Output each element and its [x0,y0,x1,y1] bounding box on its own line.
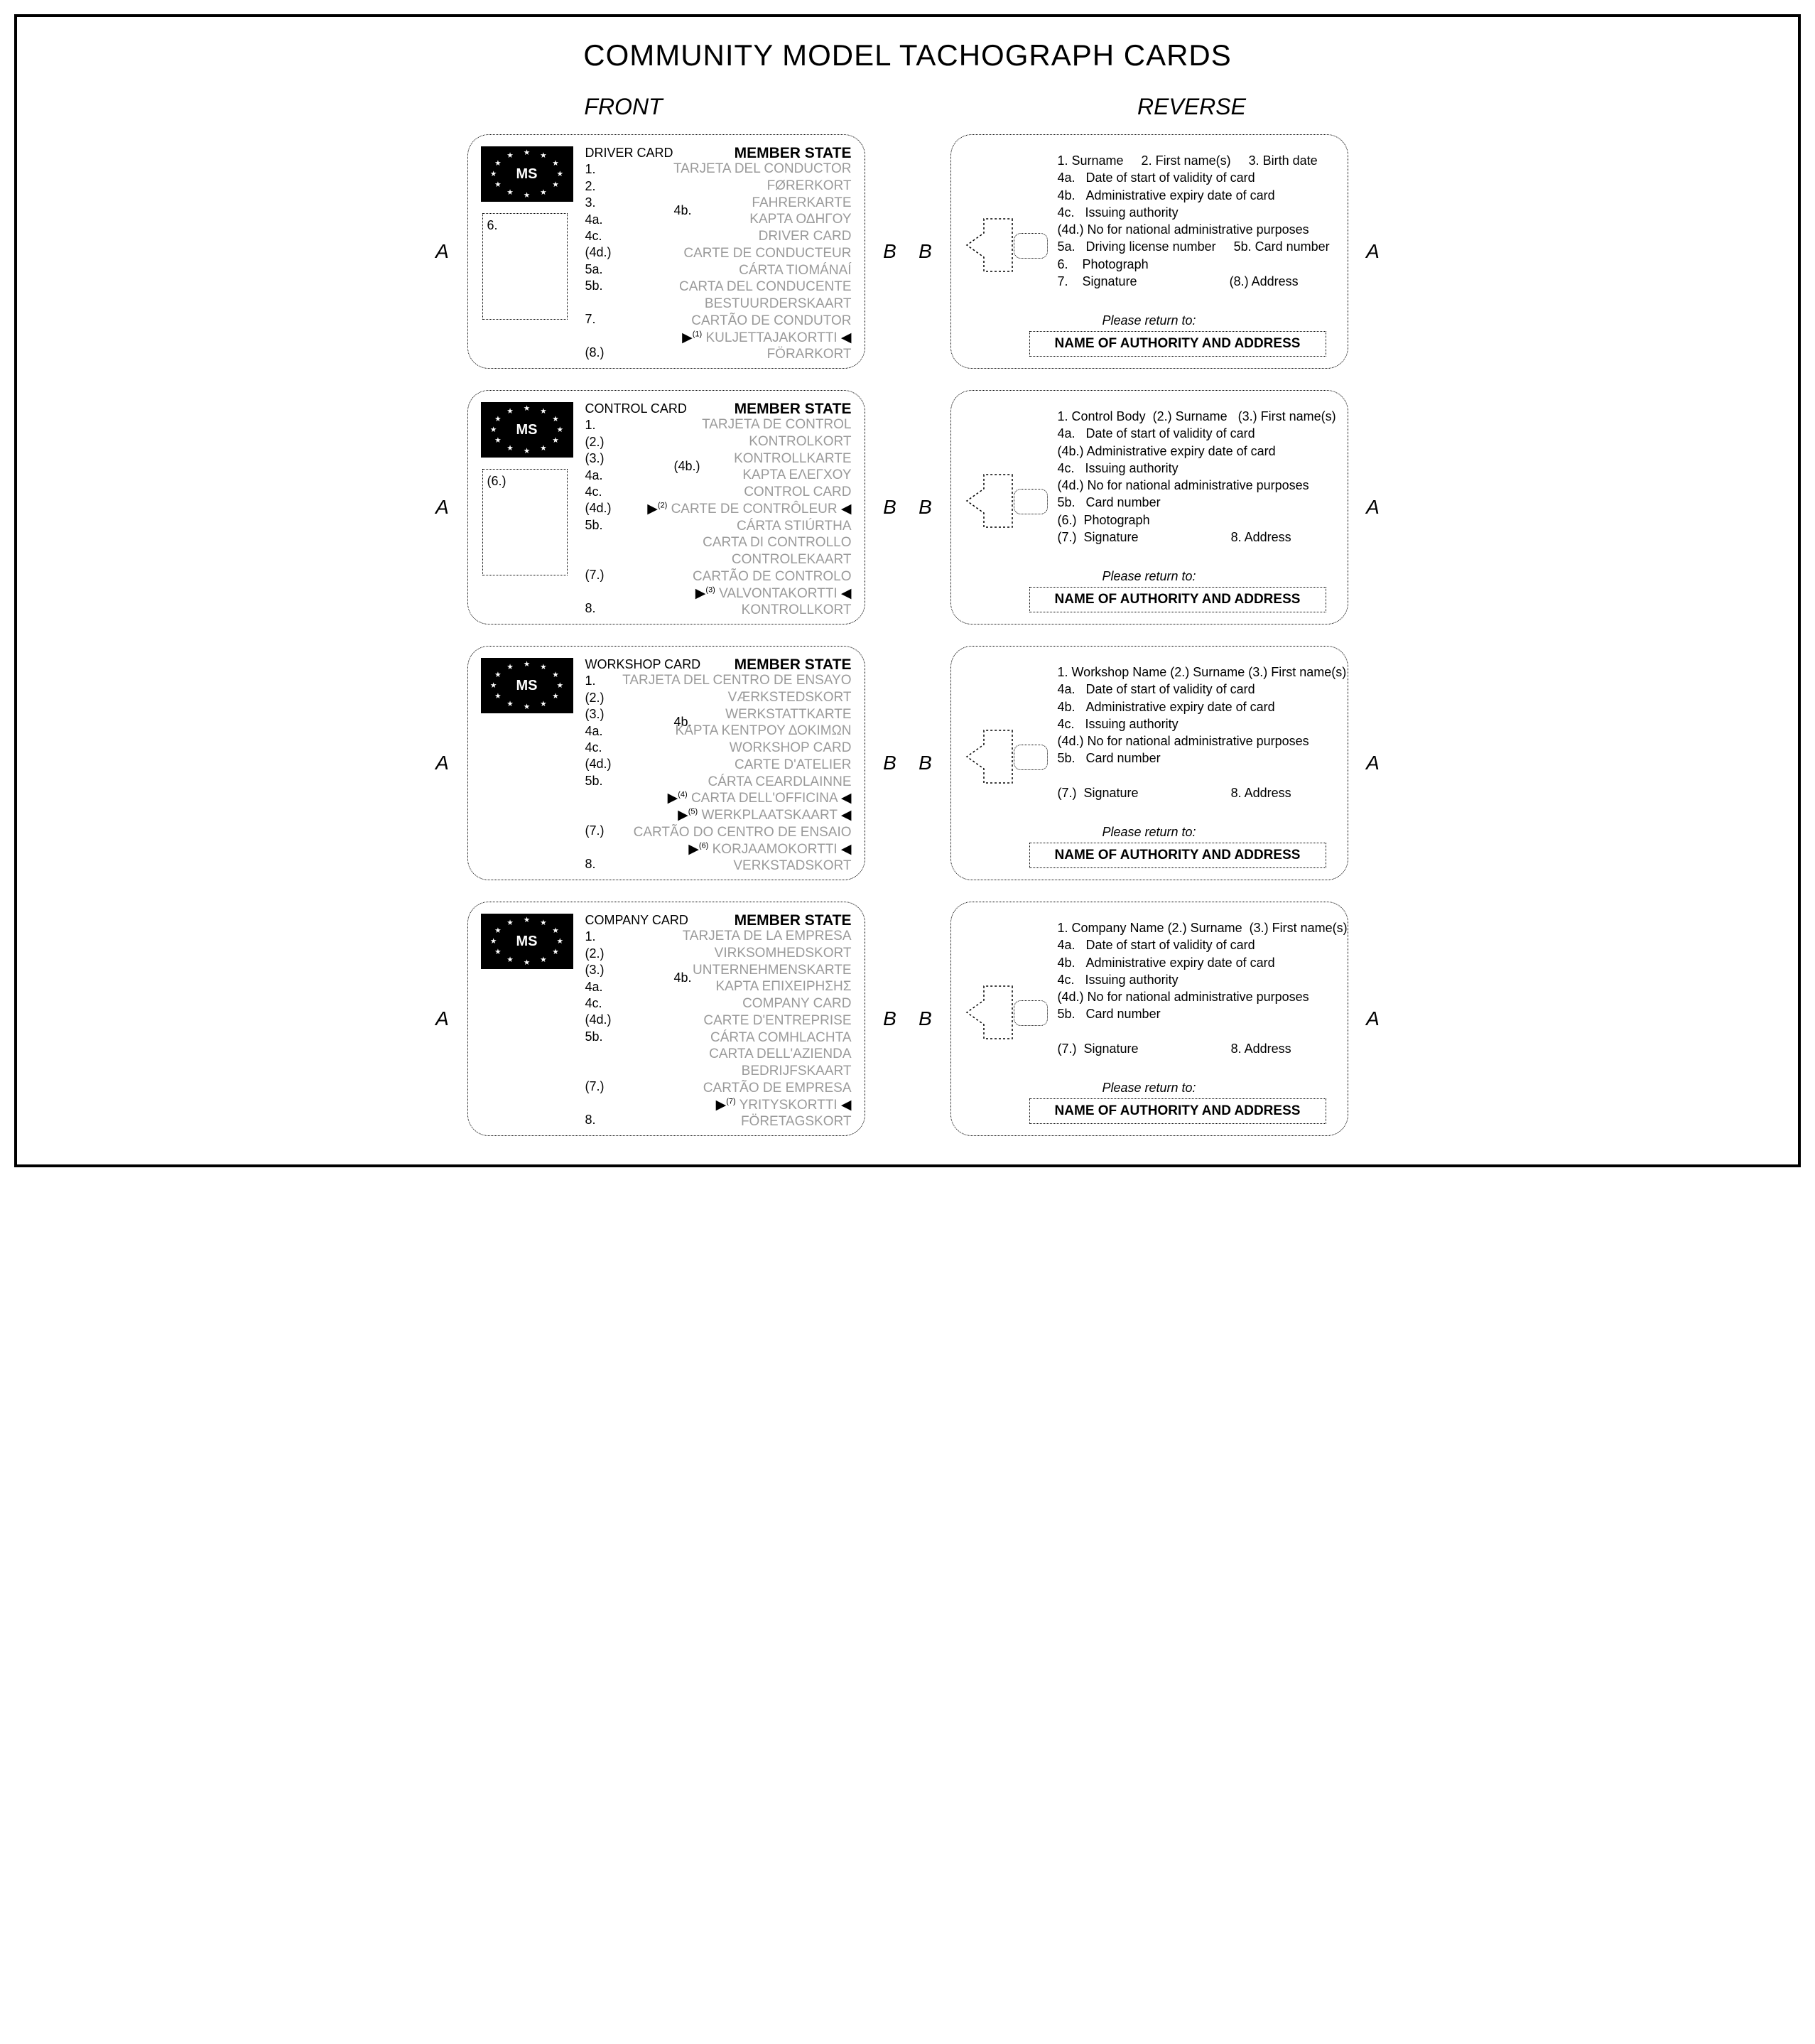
page: COMMUNITY MODEL TACHOGRAPH CARDS FRONT R… [14,14,1801,1167]
translations: TARJETA DEL CONDUCTORFØRERKORTFAHRERKART… [673,161,852,363]
card-row: A ★★★★★★★★★★★★ MS MEMBER STATE CONTROL C… [45,390,1770,624]
return-box: NAME OF AUTHORITY AND ADDRESS [1029,587,1326,612]
front-field-list: DRIVER CARD1.2.3.4a.4c.(4d.)5a.5b. 7. (8… [585,145,673,361]
member-state-label: MEMBER STATE [735,656,852,674]
member-state-label: MEMBER STATE [735,912,852,929]
front-field-list: COMPANY CARD1.(2.)(3.)4a.4c.(4d.)5b. (7.… [585,912,688,1128]
insert-arrow-icon [964,725,1014,792]
side-b-label: B [879,240,901,263]
side-b-label: B [879,496,901,519]
member-state-label: MEMBER STATE [735,401,852,418]
side-a-label: A [1362,240,1384,263]
return-box: NAME OF AUTHORITY AND ADDRESS [1029,1098,1326,1124]
side-b-label: B [915,752,936,774]
reverse-field-list: 1. Control Body (2.) Surname (3.) First … [1058,408,1335,546]
eu-flag: ★★★★★★★★★★★★ MS [481,402,573,458]
side-a-label: A [432,240,453,263]
member-state-label: MEMBER STATE [735,145,852,162]
chip-icon [1014,1000,1048,1026]
column-headers: FRONT REVERSE [45,94,1770,120]
translations: TARJETA DE LA EMPRESAVIRKSOMHEDSKORTUNTE… [683,928,852,1130]
reverse-field-list: 1. Workshop Name (2.) Surname (3.) First… [1058,664,1335,801]
translations: TARJETA DEL CENTRO DE ENSAYOVÆRKSTEDSKOR… [622,672,851,875]
side-b-label: B [915,240,936,263]
reverse-field-list: 1. Company Name (2.) Surname (3.) First … [1058,919,1335,1057]
insert-arrow-icon [964,469,1014,536]
return-box: NAME OF AUTHORITY AND ADDRESS [1029,843,1326,868]
photo-box: (6.) [482,469,568,575]
return-label: Please return to: [951,569,1348,584]
insert-arrow-icon [964,980,1014,1048]
return-label: Please return to: [951,825,1348,840]
card-reverse: 1. Company Name (2.) Surname (3.) First … [950,902,1348,1136]
side-a-label: A [1362,1007,1384,1030]
reverse-field-list: 1. Surname 2. First name(s) 3. Birth dat… [1058,152,1335,290]
card-reverse: 1. Surname 2. First name(s) 3. Birth dat… [950,134,1348,369]
side-a-label: A [1362,496,1384,519]
return-label: Please return to: [951,313,1348,328]
return-label: Please return to: [951,1081,1348,1096]
main-title: COMMUNITY MODEL TACHOGRAPH CARDS [45,38,1770,72]
side-b-label: B [915,1007,936,1030]
card-front: ★★★★★★★★★★★★ MS MEMBER STATE COMPANY CAR… [467,902,865,1136]
eu-flag: ★★★★★★★★★★★★ MS [481,914,573,969]
card-reverse: 1. Control Body (2.) Surname (3.) First … [950,390,1348,624]
card-row: A ★★★★★★★★★★★★ MS MEMBER STATE DRIVER CA… [45,134,1770,369]
side-a-label: A [432,752,453,774]
eu-flag: ★★★★★★★★★★★★ MS [481,146,573,202]
side-b-label: B [915,496,936,519]
card-front: ★★★★★★★★★★★★ MS MEMBER STATE DRIVER CARD… [467,134,865,369]
reverse-header: REVERSE [993,94,1391,120]
card-front: ★★★★★★★★★★★★ MS MEMBER STATE WORKSHOP CA… [467,646,865,880]
translations: TARJETA DE CONTROLKONTROLKORTKONTROLLKAR… [647,416,851,619]
side-b-label: B [879,752,901,774]
eu-flag: ★★★★★★★★★★★★ MS [481,658,573,713]
chip-icon [1014,489,1048,514]
photo-box: 6. [482,213,568,320]
chip-icon [1014,745,1048,770]
cards-grid: A ★★★★★★★★★★★★ MS MEMBER STATE DRIVER CA… [45,134,1770,1136]
return-box: NAME OF AUTHORITY AND ADDRESS [1029,331,1326,357]
side-b-label: B [879,1007,901,1030]
side-a-label: A [432,1007,453,1030]
card-row: A ★★★★★★★★★★★★ MS MEMBER STATE COMPANY C… [45,902,1770,1136]
insert-arrow-icon [964,213,1014,281]
side-a-label: A [1362,752,1384,774]
chip-icon [1014,233,1048,259]
card-row: A ★★★★★★★★★★★★ MS MEMBER STATE WORKSHOP … [45,646,1770,880]
card-front: ★★★★★★★★★★★★ MS MEMBER STATE CONTROL CAR… [467,390,865,624]
side-a-label: A [432,496,453,519]
front-header: FRONT [425,94,823,120]
card-reverse: 1. Workshop Name (2.) Surname (3.) First… [950,646,1348,880]
